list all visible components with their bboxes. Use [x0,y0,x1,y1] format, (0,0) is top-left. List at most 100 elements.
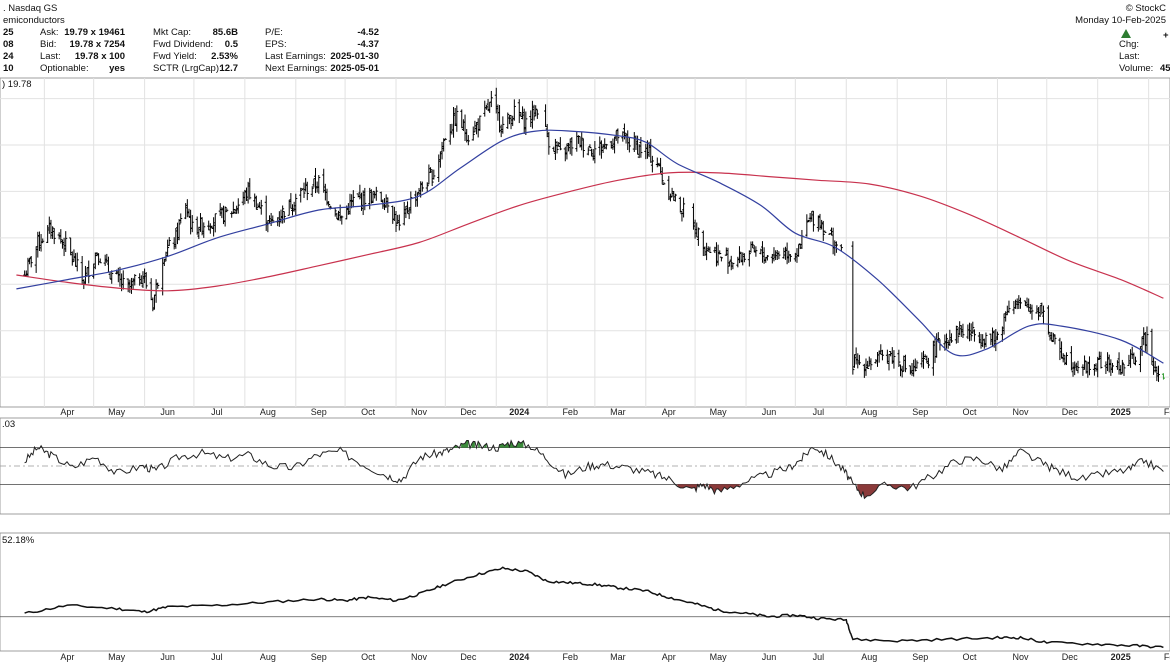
x-tick-label: Aug [861,652,877,662]
price-bar [892,350,896,369]
left-value: 10 [3,63,14,74]
x-tick-label: Jun [160,652,175,662]
right-row-value: 45, [1160,63,1170,74]
left-value: 08 [3,39,14,50]
price-bar [754,246,758,257]
quote-label: Ask: [40,27,58,38]
x-tick-label: Oct [963,407,978,417]
quote-value: 19.78 x 100 [75,51,125,62]
price-bar [777,251,781,260]
fundamental-value: 85.6B [213,27,238,38]
price-bar [471,126,475,141]
price-bar [1119,365,1123,375]
brand-label: © StockC [1126,3,1166,14]
price-bar [839,244,843,252]
price-bar [110,270,114,284]
price-bar [1120,359,1124,374]
price-bar [956,327,960,343]
price-bar [236,198,240,214]
overbought-zone [461,440,469,448]
price-bar [442,138,446,152]
price-bar [41,238,45,244]
quote-label: Last: [40,51,61,62]
oscillator-line [24,439,1164,500]
plus-sign: + [1163,30,1169,41]
price-bar [317,174,321,194]
price-bar [731,262,735,270]
x-tick-label: May [710,652,728,662]
price-bar [512,99,516,121]
x-tick-label: Nov [411,407,428,417]
price-bar [593,141,597,164]
price-bar [156,282,160,289]
price-bar [823,230,827,233]
overbought-zone [499,440,524,448]
price-bar [547,131,551,155]
price-bar [310,186,314,197]
earnings-label: Next Earnings: [265,63,327,74]
x-tick-label: Jun [762,652,777,662]
price-bar [409,191,413,214]
price-bar [1076,360,1080,374]
price-bar [420,181,424,192]
x-tick-label: Jun [160,407,175,417]
price-bar [650,155,654,173]
x-tick-label: Dec [1062,407,1079,417]
price-bar [282,211,286,223]
price-bar [535,109,539,119]
price-bar [29,256,33,268]
quote-value: 19.79 x 19461 [64,27,125,38]
company-name: emiconductors [3,15,65,26]
price-bar [673,193,677,202]
price-bar [588,144,592,149]
fundamental-value: 12.7 [220,63,239,74]
price-bar [202,222,206,238]
price-bar [98,258,102,264]
x-tick-label: Jun [762,407,777,417]
price-bar [880,349,884,361]
price-bar [570,137,574,156]
price-bar [866,360,870,369]
price-bar [1087,356,1091,376]
performance-label: 52.18% [2,535,35,546]
left-value: 25 [3,27,14,38]
up-arrow-icon [1121,29,1131,38]
price-bar [995,331,999,341]
price-bar [857,354,861,366]
price-bar [1030,304,1034,320]
x-tick-label: Dec [460,652,477,662]
earnings-label: P/E: [265,27,283,38]
price-bar [742,253,746,263]
price-bar [708,246,712,253]
price-bar [660,167,664,185]
price-bar [1099,351,1103,369]
price-bar [851,241,855,375]
oversold-zone [677,484,699,492]
price-bar [926,357,930,369]
x-tick-label: Feb [1164,407,1170,417]
price-bar [534,105,538,117]
price-bar [489,90,493,108]
price-bar [945,333,949,349]
price-bar [430,169,434,186]
price-bar [581,138,585,158]
x-tick-label: Nov [1012,652,1029,662]
fundamental-label: Fwd Yield: [153,51,197,62]
price-bar [167,237,171,247]
quote-label: Bid: [40,39,56,50]
price-bar [225,208,229,213]
price-bar [524,111,528,136]
price-bar [682,197,686,218]
price-bar [64,231,68,252]
price-bar [302,182,306,198]
right-row-label: Last: [1119,51,1140,62]
oscillator-panel: .03 [0,417,1170,515]
price-bar [788,254,792,262]
price-bar [371,190,375,203]
price-label: ) 19.78 [2,79,32,90]
price-bar [363,187,367,211]
x-tick-label: May [710,407,728,417]
price-bar [179,213,183,224]
price-bar [305,181,309,201]
